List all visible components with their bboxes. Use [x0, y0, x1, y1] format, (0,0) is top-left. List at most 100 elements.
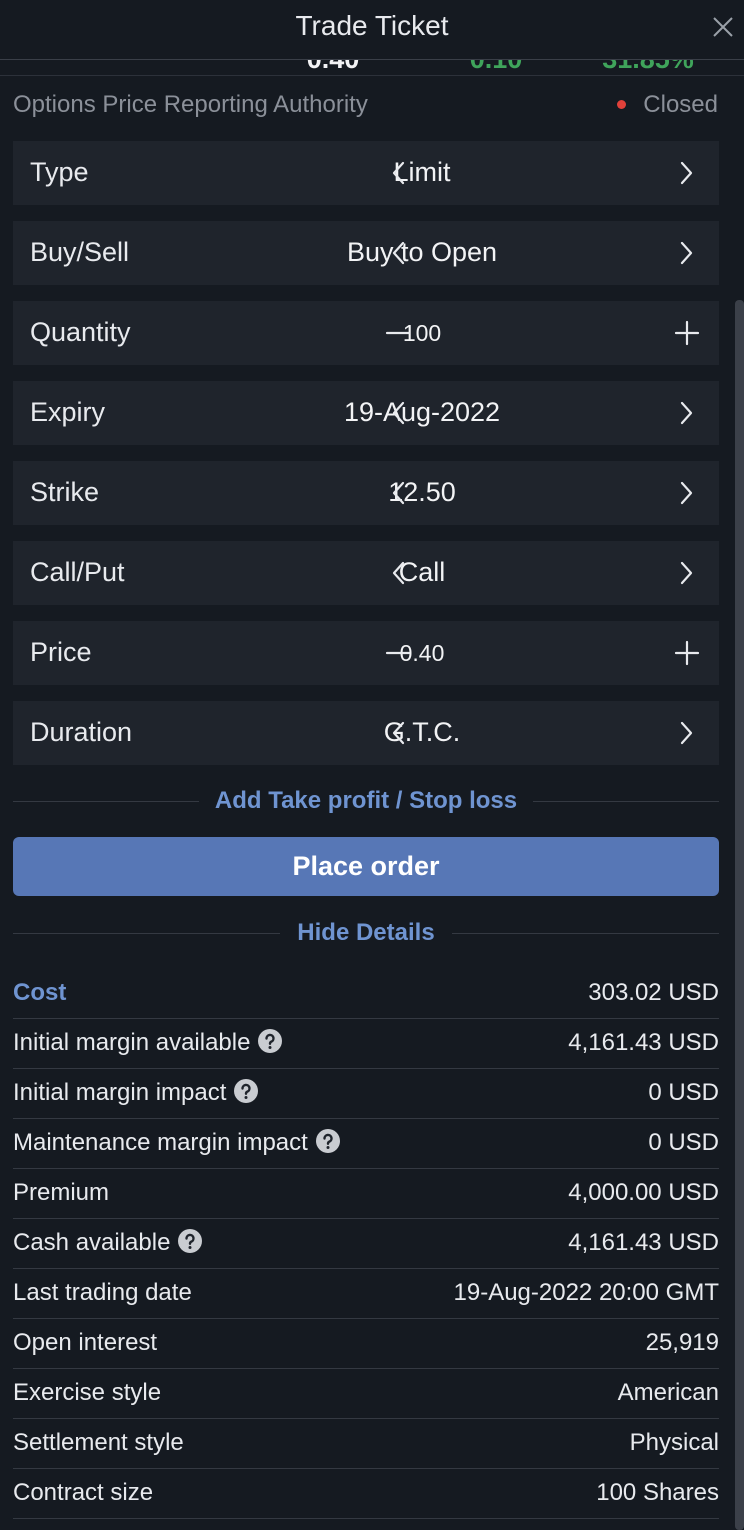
detail-value: 0 USD	[648, 1079, 719, 1106]
detail-label: Settlement style	[13, 1429, 184, 1456]
detail-row: Initial margin impact 0 USD	[13, 1068, 719, 1119]
detail-label: Open interest	[13, 1329, 158, 1356]
detail-label: Initial margin available	[13, 1029, 251, 1056]
info-icon[interactable]	[178, 1229, 203, 1253]
detail-row: Premium 4,000.00 USD	[13, 1168, 719, 1219]
field-label: Call/Put	[30, 557, 125, 587]
divider	[452, 933, 719, 934]
field-value: Buy to Open	[346, 237, 498, 267]
detail-row: Open interest 25,919	[13, 1318, 719, 1369]
previous-button[interactable]	[383, 461, 413, 525]
field-label: Expiry	[30, 397, 106, 427]
scrollbar	[735, 300, 744, 1530]
previous-button[interactable]	[383, 701, 413, 765]
field-value: 19-Aug-2022	[343, 397, 501, 427]
info-icon[interactable]	[258, 1029, 283, 1053]
field-label: Quantity	[30, 317, 131, 347]
field-value: Limit	[393, 157, 451, 187]
info-icon[interactable]	[234, 1079, 259, 1103]
field-value: 12.50	[388, 477, 456, 507]
detail-label: Last trading date	[13, 1279, 192, 1306]
exchange-name: Options Price Reporting Authority	[13, 91, 368, 118]
detail-value: 100 Shares	[596, 1479, 719, 1506]
detail-label-wrap: Cash available	[13, 1229, 203, 1257]
header: Trade Ticket	[0, 0, 744, 60]
detail-row: Contract size 100 Shares	[13, 1468, 719, 1519]
field-label: Duration	[30, 717, 133, 747]
detail-label-wrap: Exercise style	[13, 1379, 161, 1407]
detail-value: Physical	[629, 1429, 719, 1456]
field-value: 100	[402, 320, 442, 346]
divider	[13, 933, 280, 934]
next-button[interactable]	[672, 701, 702, 765]
close-button[interactable]	[711, 15, 735, 39]
increment-button[interactable]	[672, 621, 702, 685]
decrement-button[interactable]	[383, 301, 413, 365]
previous-button[interactable]	[383, 221, 413, 285]
detail-label: Cost	[13, 979, 67, 1006]
field-label: Strike	[30, 477, 100, 507]
detail-label-wrap: Premium	[13, 1179, 109, 1207]
detail-label: Premium	[13, 1179, 110, 1206]
next-button[interactable]	[672, 141, 702, 205]
detail-label-wrap: Initial margin impact	[13, 1079, 259, 1107]
detail-value: 19-Aug-2022 20:00 GMT	[453, 1279, 720, 1306]
quote-row: 0.40 0.10 31.85%	[0, 60, 744, 76]
detail-label: Exercise style	[13, 1379, 162, 1406]
detail-value: 4,000.00 USD	[568, 1179, 719, 1206]
detail-value: 4,161.43 USD	[568, 1229, 719, 1256]
price-change: 0.10	[470, 60, 523, 75]
market-status: Closed	[643, 91, 718, 118]
field-row: Price 0.40	[13, 621, 719, 685]
field-row: Expiry 19-Aug-2022	[13, 381, 719, 445]
field-label: Price	[30, 637, 92, 667]
detail-row: Cash available 4,161.43 USD	[13, 1218, 719, 1269]
info-icon[interactable]	[315, 1129, 340, 1153]
detail-value: 303.02 USD	[588, 979, 719, 1006]
next-button[interactable]	[672, 541, 702, 605]
field-row: Quantity 100	[13, 301, 719, 365]
previous-button[interactable]	[383, 141, 413, 205]
detail-label: Maintenance margin impact	[13, 1129, 308, 1156]
detail-label: Cash available	[13, 1229, 171, 1256]
detail-row: Last trading date 19-Aug-2022 20:00 GMT	[13, 1268, 719, 1319]
detail-label-wrap: Contract size	[13, 1479, 153, 1507]
title: Trade Ticket	[295, 10, 449, 41]
price-change-percent: 31.85%	[602, 60, 694, 75]
detail-row: Settlement style Physical	[13, 1418, 719, 1469]
field-value: G.T.C.	[383, 717, 461, 747]
detail-label: Contract size	[13, 1479, 154, 1506]
field-row: Type Limit	[13, 141, 719, 205]
next-button[interactable]	[672, 461, 702, 525]
increment-button[interactable]	[672, 301, 702, 365]
take-profit-link[interactable]: Add Take profit / Stop loss	[214, 787, 518, 814]
decrement-button[interactable]	[383, 621, 413, 685]
field-row: Call/Put Call	[13, 541, 719, 605]
place-order-button[interactable]: Place order	[13, 837, 719, 896]
next-button[interactable]	[672, 221, 702, 285]
detail-value: American	[617, 1379, 719, 1406]
status-dot	[617, 100, 626, 109]
detail-label-wrap: Open interest	[13, 1329, 157, 1357]
last-price: 0.40	[307, 60, 360, 75]
field-row: Buy/Sell Buy to Open	[13, 221, 719, 285]
previous-button[interactable]	[383, 541, 413, 605]
detail-value: 25,919	[645, 1329, 719, 1356]
divider	[533, 801, 719, 802]
field-row: Duration G.T.C.	[13, 701, 719, 765]
divider	[13, 801, 199, 802]
field-label: Buy/Sell	[30, 237, 130, 267]
next-button[interactable]	[672, 381, 702, 445]
detail-label-wrap: Maintenance margin impact	[13, 1129, 340, 1157]
field-row: Strike 12.50	[13, 461, 719, 525]
detail-row: Maintenance margin impact 0 USD	[13, 1118, 719, 1169]
detail-value: 0 USD	[648, 1129, 719, 1156]
detail-label-wrap: Last trading date	[13, 1279, 192, 1307]
field-value: 0.40	[399, 640, 445, 666]
field-value: Call	[398, 557, 446, 587]
hide-details-link[interactable]: Hide Details	[297, 919, 435, 946]
detail-label-wrap: Cost	[13, 979, 66, 1007]
field-label: Type	[30, 157, 89, 187]
previous-button[interactable]	[383, 381, 413, 445]
